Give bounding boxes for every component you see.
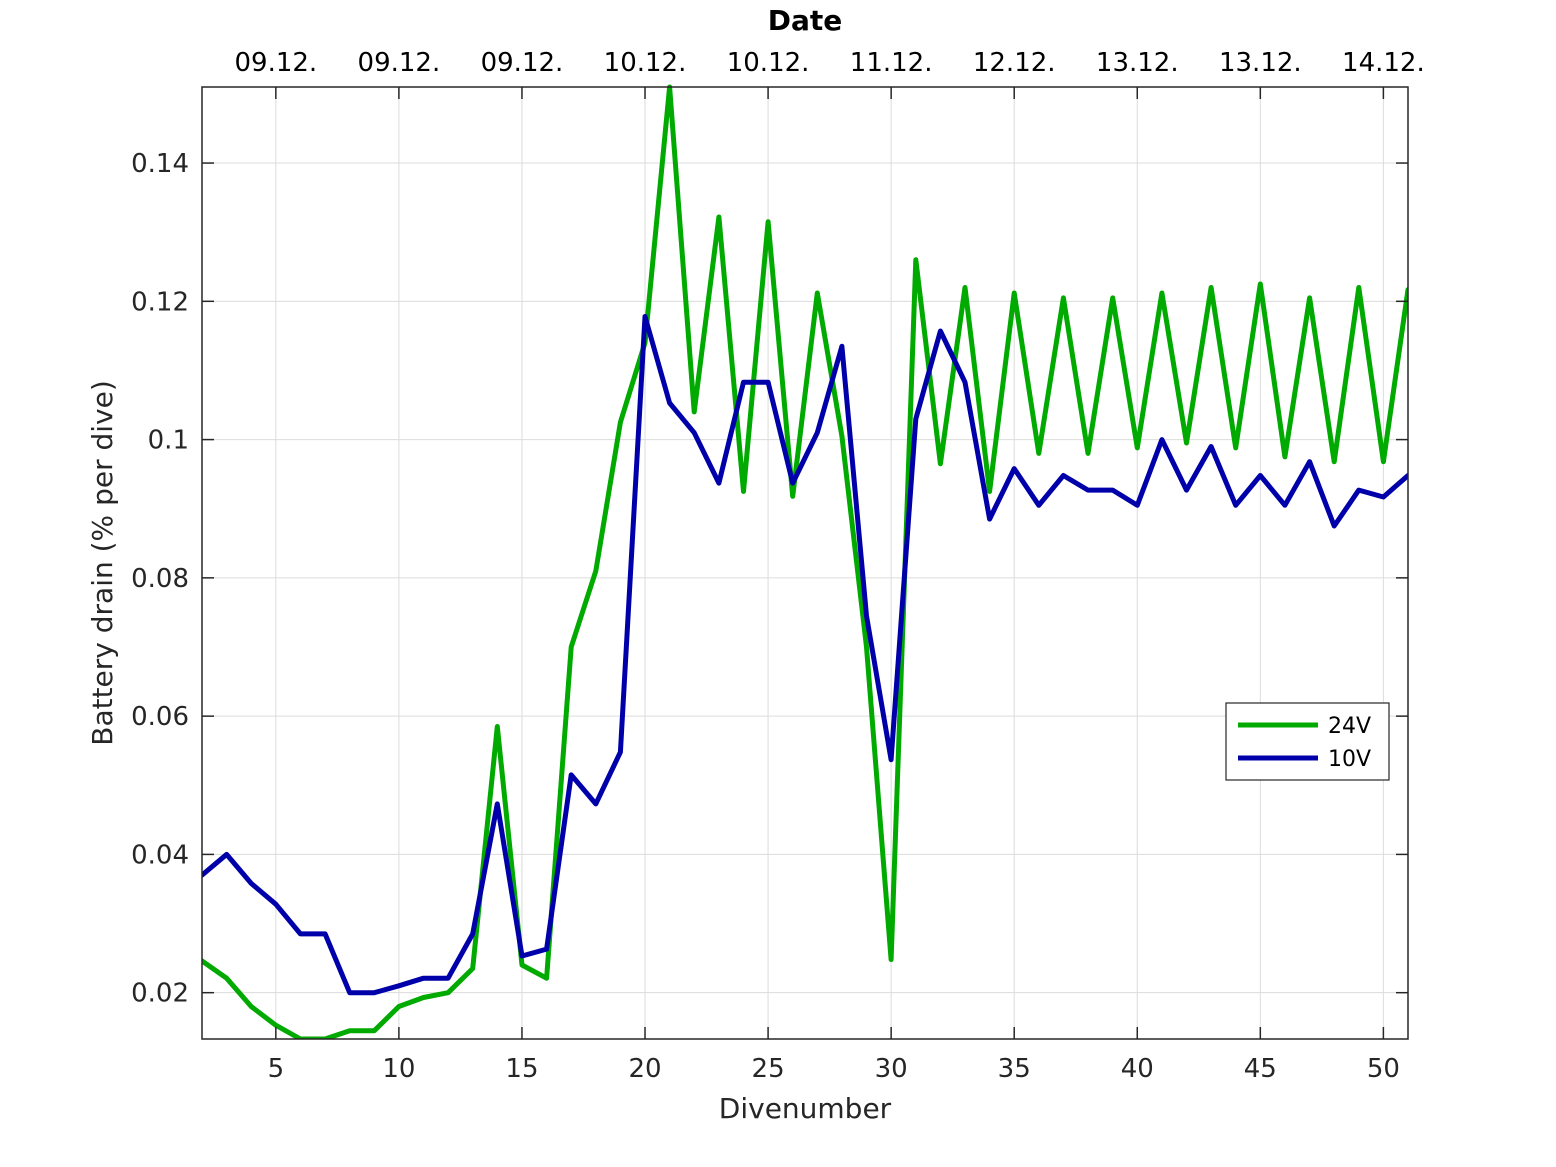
y-tick-label: 0.12 bbox=[131, 287, 189, 317]
y-tick-label: 0.02 bbox=[131, 979, 189, 1009]
top-date-label: 09.12. bbox=[358, 48, 441, 78]
series-line-24v bbox=[202, 84, 1408, 1039]
x-axis-title: Divenumber bbox=[719, 1092, 892, 1125]
y-tick-label: 0.06 bbox=[131, 702, 189, 732]
top-axis-title: Date bbox=[768, 4, 843, 37]
x-tick-label: 50 bbox=[1367, 1054, 1400, 1084]
top-date-label: 13.12. bbox=[1096, 48, 1179, 78]
top-date-label: 09.12. bbox=[481, 48, 564, 78]
x-tick-label: 25 bbox=[752, 1054, 785, 1084]
legend-box bbox=[1225, 702, 1390, 781]
legend-label-10v: 10V bbox=[1328, 747, 1371, 772]
y-tick-label: 0.14 bbox=[131, 149, 189, 179]
top-date-label: 10.12. bbox=[604, 48, 687, 78]
axis-ticks bbox=[202, 87, 1408, 1039]
top-date-label: 14.12. bbox=[1342, 48, 1425, 78]
y-tick-label: 0.08 bbox=[131, 564, 189, 594]
legend: 24V 10V bbox=[1225, 702, 1390, 781]
y-tick-label: 0.1 bbox=[148, 426, 189, 456]
top-date-label: 13.12. bbox=[1219, 48, 1302, 78]
grid-lines bbox=[202, 87, 1408, 1039]
x-tick-label: 30 bbox=[875, 1054, 908, 1084]
top-date-label: 10.12. bbox=[727, 48, 810, 78]
data-series bbox=[202, 84, 1408, 1039]
x-tick-label: 5 bbox=[268, 1054, 285, 1084]
x-tick-label: 20 bbox=[628, 1054, 661, 1084]
tick-labels: 5 10 15 20 25 30 35 40 45 50 09.12. 09.12. 09.12. 10.… bbox=[131, 48, 1425, 1084]
x-tick-label: 15 bbox=[505, 1054, 538, 1084]
top-date-label: 12.12. bbox=[973, 48, 1056, 78]
plot-area-border bbox=[201, 86, 1409, 1040]
x-tick-label: 35 bbox=[998, 1054, 1031, 1084]
x-tick-label: 45 bbox=[1244, 1054, 1277, 1084]
top-date-label: 09.12. bbox=[234, 48, 317, 78]
y-tick-label: 0.04 bbox=[131, 840, 189, 870]
series-line-10v bbox=[202, 314, 1408, 996]
legend-label-24v: 24V bbox=[1328, 714, 1371, 739]
top-date-label: 11.12. bbox=[850, 48, 933, 78]
x-tick-label: 40 bbox=[1121, 1054, 1154, 1084]
y-axis-title: Battery drain (% per dive) bbox=[86, 380, 119, 746]
x-tick-label: 10 bbox=[382, 1054, 415, 1084]
